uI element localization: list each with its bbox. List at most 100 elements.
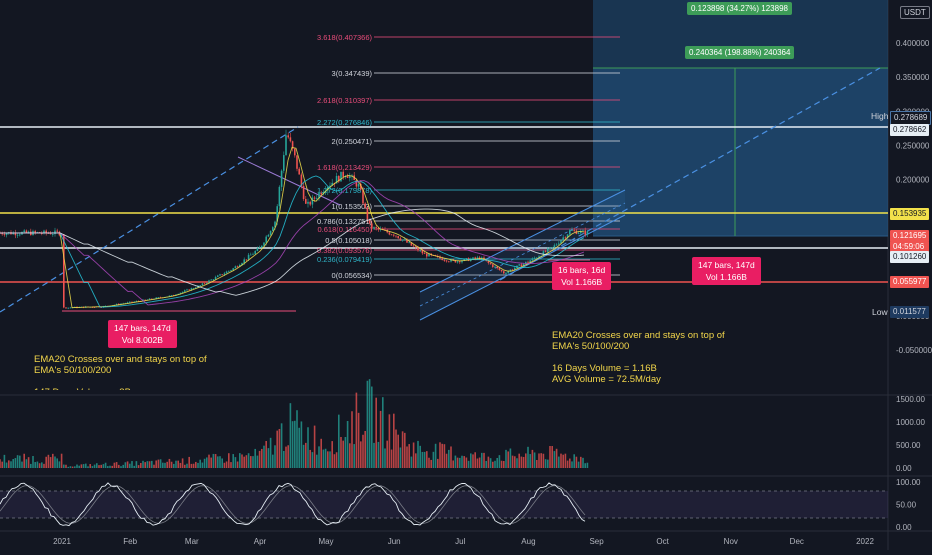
candle-body	[419, 250, 421, 252]
fib-level-label: 0.618(0.116450)	[318, 225, 373, 234]
fib-level-label: 3(0.347439)	[332, 69, 373, 78]
volume-bar	[23, 453, 25, 468]
candle-body	[236, 266, 239, 268]
volume-bar	[388, 414, 391, 468]
volume-bar	[137, 465, 140, 468]
current-price-tag: 0.121695	[890, 230, 929, 242]
candle-body	[225, 271, 228, 274]
candle-body	[342, 171, 344, 177]
volume-bar	[511, 455, 514, 468]
volume-bar	[155, 460, 157, 468]
candle-body	[221, 274, 223, 276]
candle-body	[245, 259, 248, 261]
volume-bar	[309, 449, 311, 468]
candle-body	[256, 247, 259, 251]
candle-body	[320, 192, 322, 195]
candle-body	[423, 253, 426, 255]
candle-body	[445, 260, 448, 262]
volume-bar	[450, 446, 452, 468]
volume-bar	[80, 464, 83, 468]
volume-bar	[294, 420, 296, 468]
volume-bar	[476, 458, 479, 468]
volume-bar	[206, 457, 208, 468]
volume-bar	[324, 448, 327, 468]
candle-body	[230, 270, 232, 271]
candle-body	[459, 261, 461, 263]
candle-body	[566, 234, 569, 238]
volume-bar	[82, 464, 85, 468]
volume-bar	[344, 437, 347, 468]
volume-bar	[351, 411, 353, 468]
volume-bar	[96, 463, 98, 468]
volume-bar	[245, 455, 248, 468]
volume-bar	[333, 454, 336, 468]
candle-body	[151, 298, 153, 300]
volume-bar	[278, 428, 281, 468]
volume-bar	[12, 459, 14, 468]
volume-bar	[5, 462, 8, 468]
volume-bar	[27, 457, 30, 468]
volume-bar	[166, 461, 168, 468]
volume-bar	[364, 430, 366, 468]
volume-bar	[428, 457, 430, 468]
volume-bar	[135, 461, 138, 468]
volume-bar	[52, 453, 54, 468]
volume-bar	[188, 456, 190, 468]
volume-bar	[408, 444, 410, 468]
time-axis-tick: Jun	[388, 537, 401, 546]
fib-level-label: 1(0.153503)	[332, 202, 373, 211]
volume-bar	[89, 464, 91, 468]
volume-bar	[340, 436, 342, 468]
candle-body	[505, 273, 507, 274]
candle-body	[192, 288, 195, 289]
candle-body	[377, 227, 380, 230]
currency-label[interactable]: USDT	[900, 6, 930, 19]
volume-bar	[404, 432, 406, 468]
candle-body	[12, 232, 14, 235]
volume-bar	[201, 462, 204, 468]
volume-bar	[549, 446, 551, 468]
volume-bar	[65, 464, 67, 468]
candle-body	[582, 230, 584, 232]
volume-bar	[60, 453, 63, 468]
time-axis-tick: Apr	[254, 537, 267, 546]
candle-body	[542, 251, 545, 256]
countdown-tag: 04:59:06	[890, 241, 929, 253]
candle-body	[421, 250, 424, 254]
candle-body	[527, 261, 529, 263]
candle-body	[496, 266, 498, 269]
volume-bar	[250, 456, 252, 468]
volume-axis-tick: 500.00	[896, 441, 921, 450]
volume-bar	[443, 444, 446, 468]
candle-body	[366, 207, 369, 220]
candle-body	[390, 234, 393, 236]
candle-body	[410, 242, 413, 246]
candle-body	[203, 283, 206, 285]
candle-body	[232, 268, 234, 271]
volume-bar	[133, 465, 135, 468]
volume-bar	[395, 429, 397, 468]
volume-bar	[118, 464, 120, 468]
volume-bar	[505, 449, 507, 468]
level-1-price-tag: 0.278662	[890, 124, 929, 136]
candle-body	[309, 201, 311, 205]
candle-body	[547, 248, 549, 252]
candle-body	[494, 266, 496, 268]
high-price-tag: 0.278689	[890, 111, 931, 125]
volume-bar	[203, 458, 206, 468]
candle-body	[41, 233, 43, 234]
volume-bar	[177, 460, 179, 468]
level-3-price-tag: 0.101260	[890, 251, 929, 263]
candle-body	[448, 261, 450, 263]
volume-bar	[131, 461, 133, 468]
volume-bar	[349, 443, 351, 468]
time-axis-tick: 2022	[856, 537, 874, 546]
volume-bar	[544, 459, 547, 468]
volume-bar	[419, 445, 421, 468]
volume-bar	[547, 459, 549, 468]
volume-bar	[516, 458, 518, 468]
candle-body	[263, 242, 265, 246]
volume-bar	[21, 461, 23, 468]
